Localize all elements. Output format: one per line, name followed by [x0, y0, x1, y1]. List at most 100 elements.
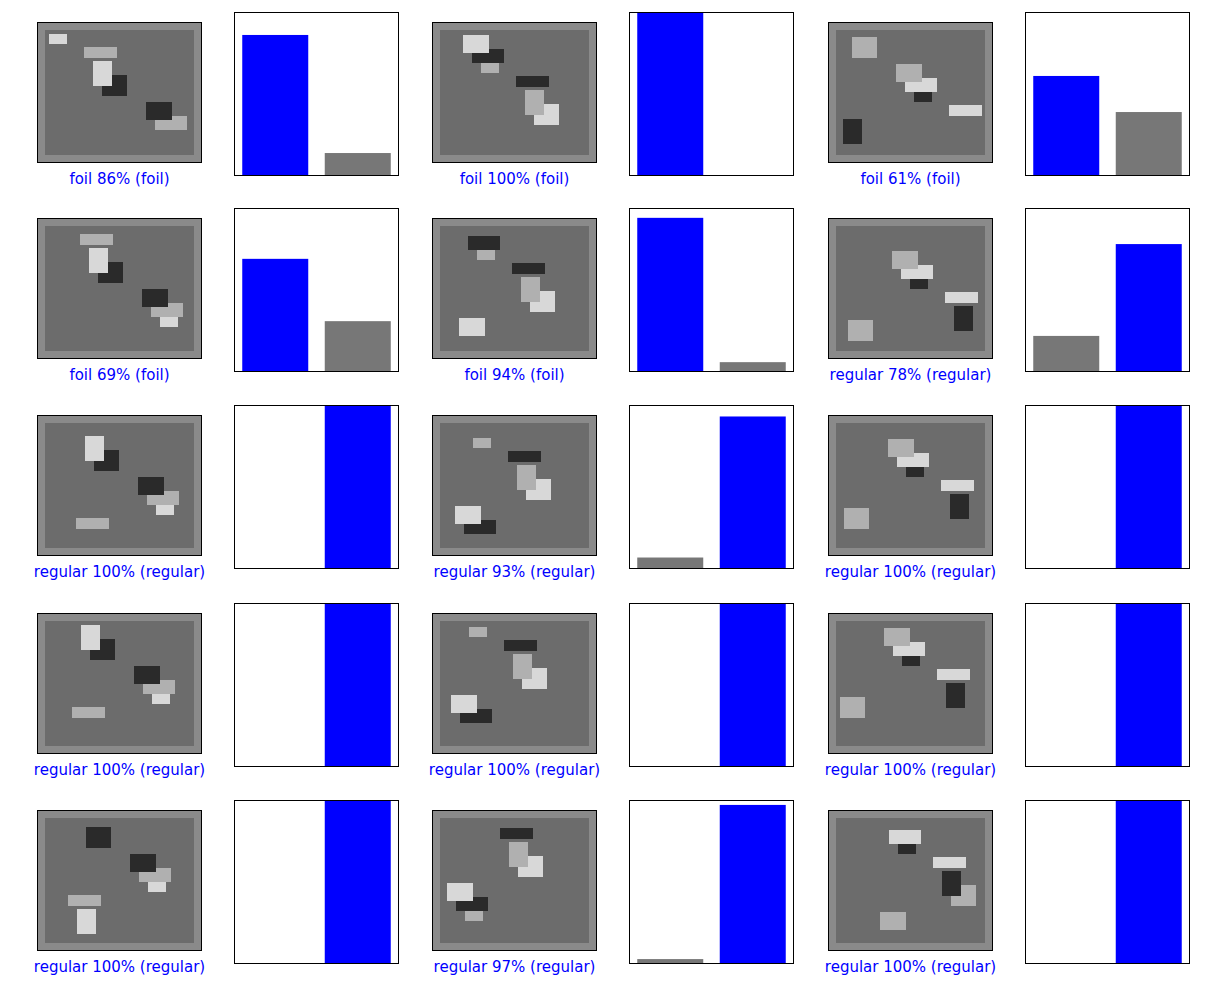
thumbnail-patch	[884, 628, 910, 646]
plot-frame	[630, 801, 794, 964]
panel: regular 100% (regular)	[34, 800, 399, 976]
thumbnail-patch	[76, 518, 109, 529]
thumbnail-inner	[45, 621, 194, 746]
thumbnail-inner	[836, 30, 985, 155]
panel: regular 93% (regular)	[432, 406, 794, 582]
thumbnail-border	[433, 219, 597, 359]
thumbnail	[828, 218, 993, 359]
plot-frame	[235, 406, 399, 569]
thumbnail-border	[829, 23, 993, 163]
thumbnail-patch	[130, 854, 156, 872]
thumbnail-patch	[950, 494, 969, 519]
panel-label: regular 97% (regular)	[434, 958, 596, 976]
thumbnail	[432, 810, 597, 951]
thumbnail-patch	[68, 895, 101, 906]
panel: regular 100% (regular)	[825, 405, 1190, 581]
panel: regular 100% (regular)	[825, 603, 1190, 779]
panel-label: regular 93% (regular)	[434, 563, 596, 581]
thumbnail-patch	[468, 236, 500, 250]
thumbnail-patch	[81, 625, 100, 650]
thumbnail-inner	[440, 30, 589, 155]
panel: regular 100% (regular)	[429, 603, 794, 779]
thumbnail-patch	[152, 694, 170, 704]
bar	[720, 603, 786, 767]
bars	[325, 800, 391, 964]
thumbnail-patch	[896, 64, 922, 82]
thumbnail-border	[829, 811, 993, 951]
thumbnail-patch	[945, 292, 978, 303]
bar	[1116, 405, 1182, 569]
thumbnail-patch	[840, 697, 865, 718]
thumbnail	[37, 218, 202, 359]
thumbnail	[432, 218, 597, 359]
thumbnail-inner	[45, 423, 194, 548]
thumbnail-patch	[481, 63, 499, 73]
thumbnail-patch	[85, 436, 104, 461]
bars	[1116, 603, 1182, 767]
thumbnail	[37, 613, 202, 754]
thumbnail-patch	[902, 656, 920, 666]
bar	[637, 12, 703, 176]
thumbnail-patch	[77, 909, 96, 934]
thumbnail-patch	[521, 277, 540, 302]
thumbnail-patch	[509, 842, 528, 867]
panel-label: regular 100% (regular)	[825, 563, 996, 581]
bar	[720, 805, 786, 964]
plot-frame	[1026, 13, 1190, 176]
panel: foil 86% (foil)	[37, 13, 399, 189]
panel: regular 100% (regular)	[34, 405, 399, 581]
thumbnail-patch	[477, 250, 495, 260]
bar	[1116, 112, 1182, 176]
thumbnail-patch	[500, 828, 533, 839]
plot-frame	[1026, 801, 1190, 964]
panel: foil 94% (foil)	[432, 209, 794, 385]
panel-label: regular 100% (regular)	[34, 563, 205, 581]
bars	[720, 603, 786, 767]
thumbnail-patch	[888, 439, 914, 457]
thumbnail-patch	[512, 263, 545, 274]
bars	[242, 259, 391, 372]
plot-frame	[1026, 209, 1190, 372]
plot-frame	[235, 604, 399, 767]
thumbnail-patch	[80, 234, 113, 245]
thumbnail-patch	[451, 695, 477, 713]
panel-label: regular 100% (regular)	[825, 761, 996, 779]
thumbnail	[828, 415, 993, 556]
thumbnail	[37, 22, 202, 163]
bars	[242, 35, 391, 176]
thumbnail-inner	[836, 621, 985, 746]
thumbnail-patch	[914, 92, 932, 102]
thumbnail-patch	[455, 506, 481, 524]
panel: foil 100% (foil)	[432, 12, 794, 188]
bar	[242, 259, 308, 372]
thumbnail	[432, 415, 597, 556]
thumbnail-patch	[906, 467, 924, 477]
thumbnail-inner	[440, 621, 589, 746]
thumbnail-border	[829, 614, 993, 754]
bar	[325, 603, 391, 767]
panel-label: regular 100% (regular)	[429, 761, 600, 779]
thumbnail-patch	[447, 883, 473, 901]
thumbnail-border	[829, 416, 993, 556]
thumbnail-patch	[942, 871, 961, 896]
bar	[325, 800, 391, 964]
thumbnail-patch	[941, 480, 974, 491]
thumbnail	[37, 415, 202, 556]
thumbnail-inner	[45, 30, 194, 155]
thumbnail-patch	[465, 911, 483, 921]
thumbnail-patch	[469, 627, 487, 637]
thumbnail-patch	[516, 76, 549, 87]
bar	[325, 153, 391, 176]
figure: foil 86% (foil)foil 100% (foil)foil 61% …	[0, 0, 1216, 990]
thumbnail	[432, 22, 597, 163]
thumbnail-patch	[513, 654, 532, 679]
thumbnail-inner	[836, 226, 985, 351]
panel: regular 78% (regular)	[828, 209, 1190, 385]
thumbnail-patch	[49, 34, 67, 44]
thumbnail-patch	[954, 306, 973, 331]
thumbnail-inner	[440, 818, 589, 943]
thumbnail	[828, 810, 993, 951]
thumbnail-patch	[463, 35, 489, 53]
thumbnail-border	[38, 811, 202, 951]
panel: regular 97% (regular)	[432, 801, 794, 977]
